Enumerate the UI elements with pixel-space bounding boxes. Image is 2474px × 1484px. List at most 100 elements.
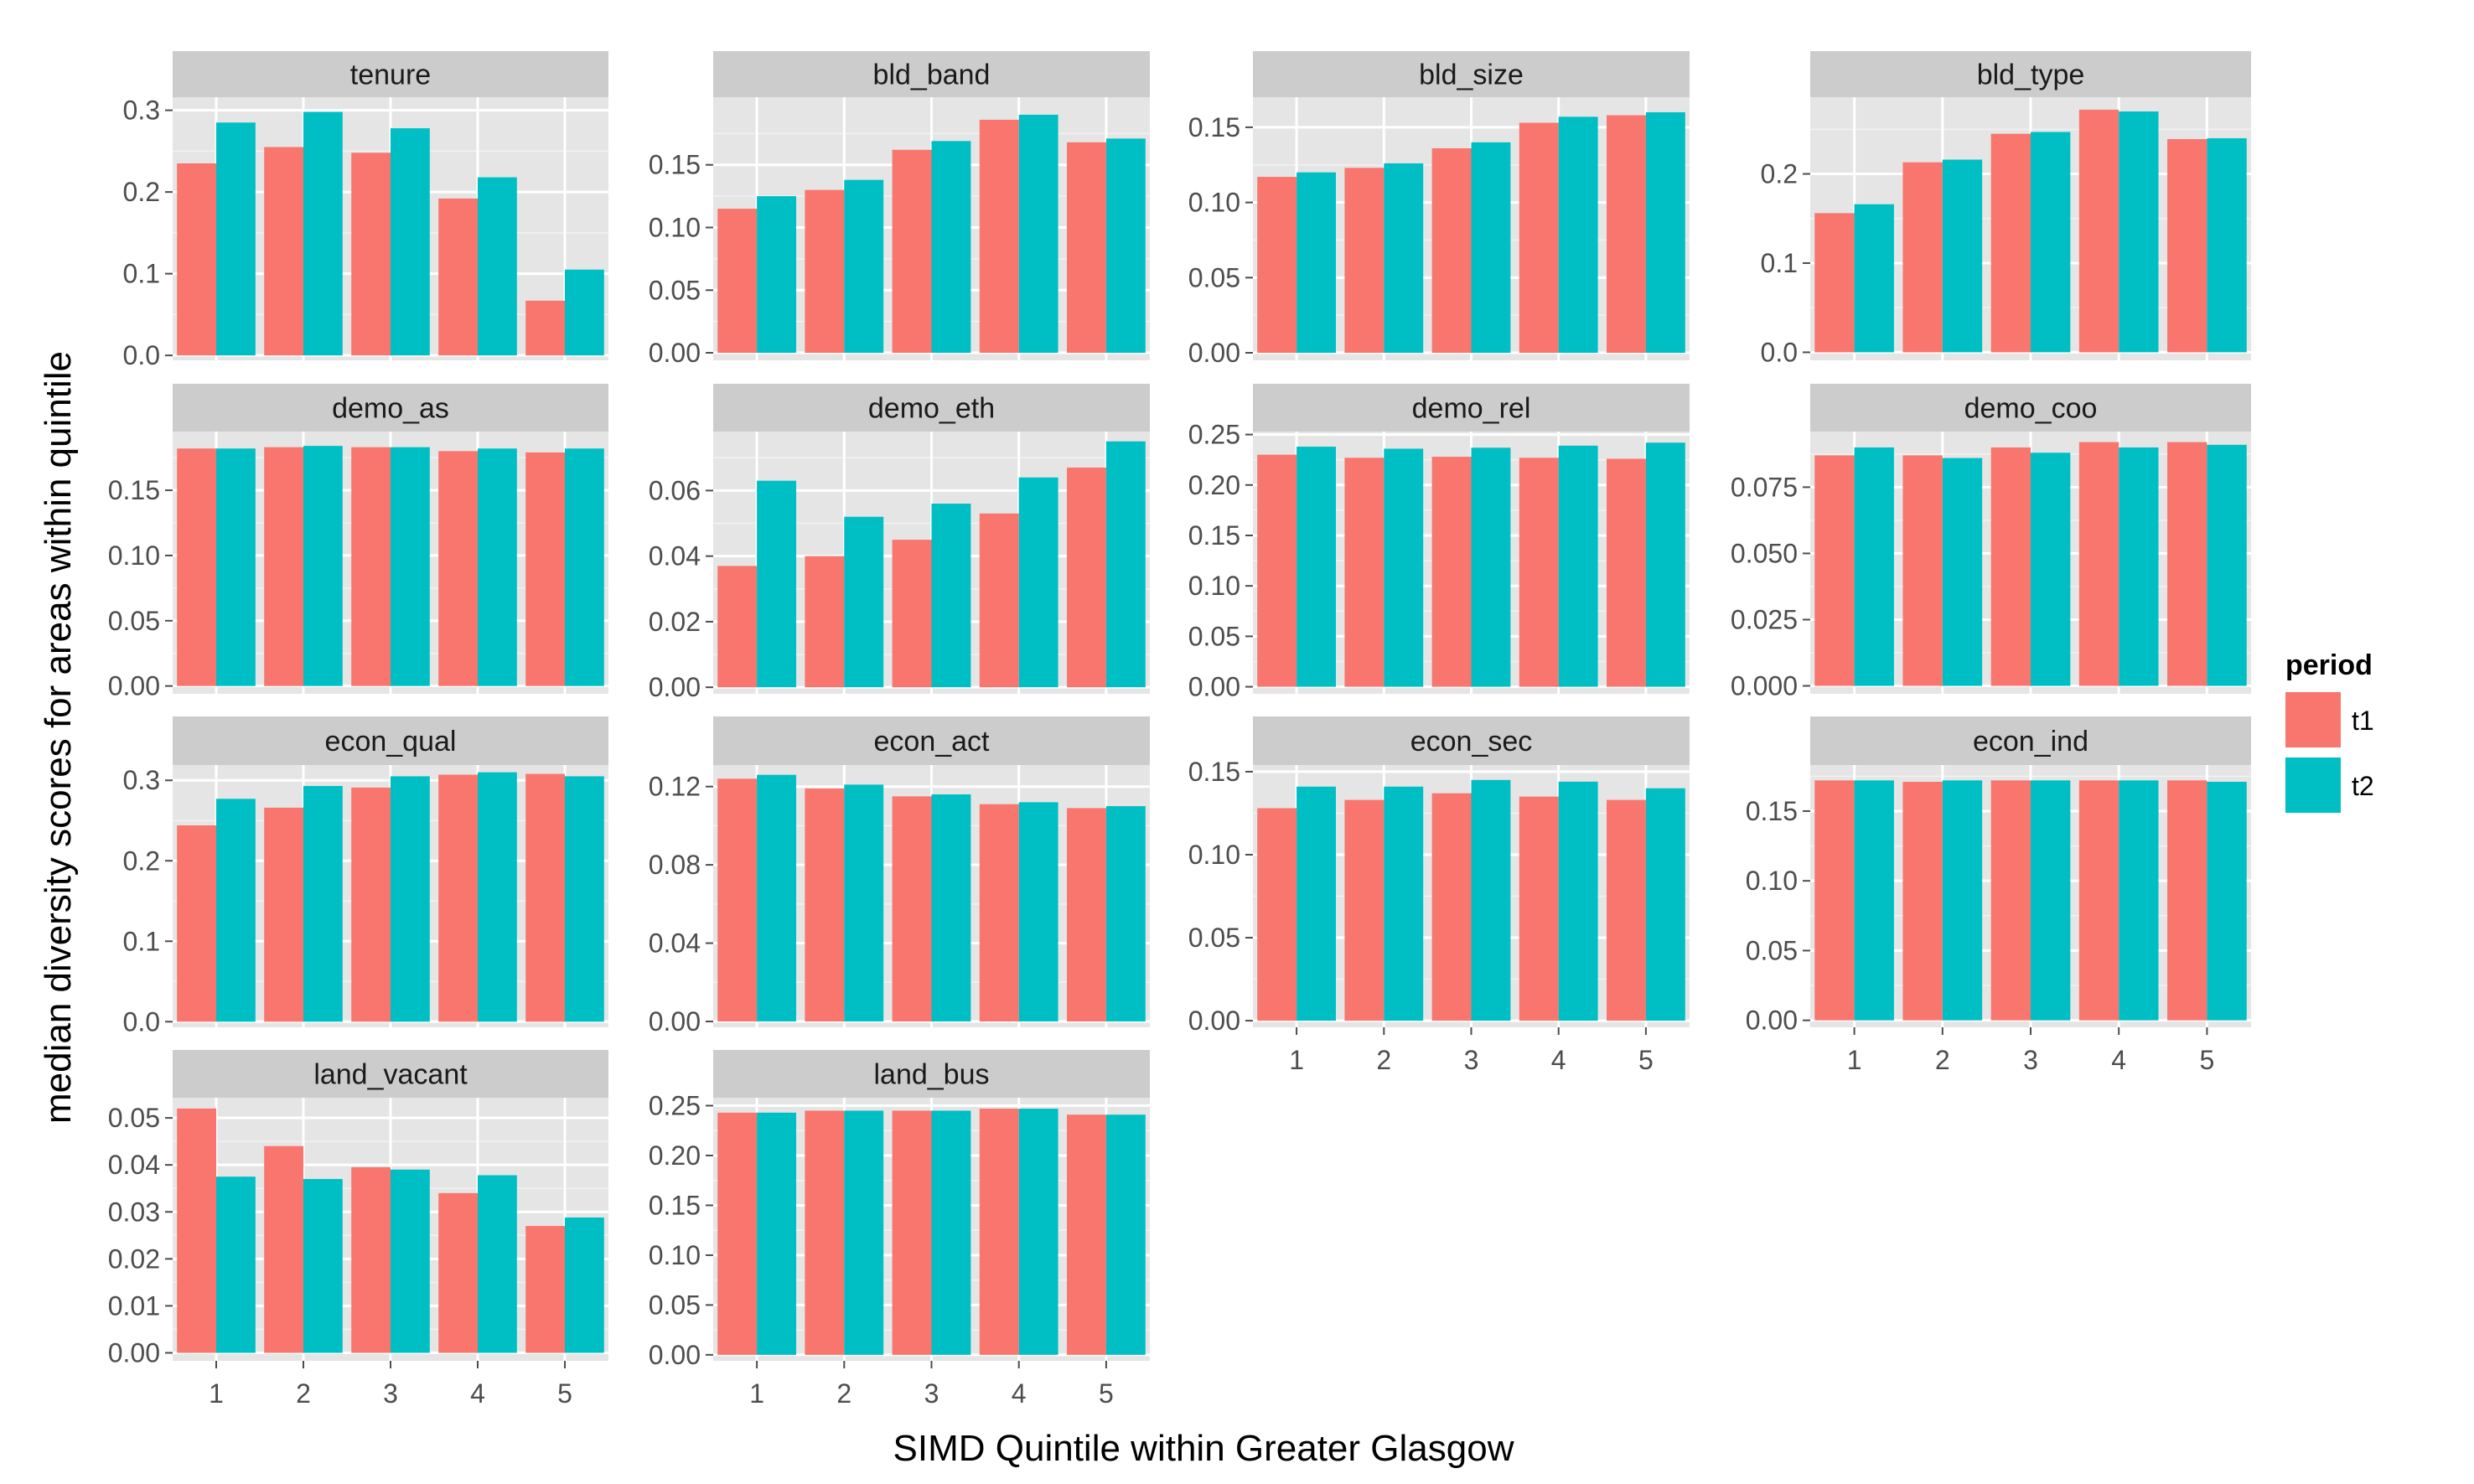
bar-t1-q1 [1257,808,1297,1021]
bar-t1-q3 [892,540,932,688]
bar-t1-q5 [2167,139,2207,353]
y-tick-label: 0.04 [649,928,701,959]
bar-t2-q1 [757,480,796,688]
legend-label-t1: t1 [2352,706,2374,736]
bar-t2-q5 [1645,111,1685,354]
bar-t2-q4 [478,448,517,686]
y-tick-label: 0.15 [1188,757,1240,787]
bar-t2-q3 [931,141,971,354]
y-tick-label: 0.075 [1731,472,1798,502]
bar-t1-q4 [1519,458,1559,687]
facet-panel-tenure: tenure 0.0 0.1 0.2 0.3 [123,51,608,370]
bar-t2-q3 [1471,447,1511,687]
bar-t1-q2 [264,1145,303,1353]
bar-t1-q2 [1902,162,1943,353]
bar-t1-q1 [1257,177,1297,354]
bar-t2-q3 [931,1110,971,1355]
bar-t2-q2 [1942,458,1983,686]
facet-strip-label: econ_ind [1973,726,2088,758]
y-tick-label: 0.03 [108,1197,160,1227]
x-tick-label: 4 [1551,1045,1566,1075]
y-tick-label: 0.15 [1188,112,1240,142]
y-tick-label: 0.2 [123,845,160,876]
bar-t1-q1 [717,778,758,1021]
y-tick-label: 0.01 [108,1290,160,1321]
bar-t1-q1 [717,1112,758,1355]
x-tick-label: 5 [1638,1045,1654,1075]
x-tick-label: 1 [1289,1045,1304,1075]
bar-t2-q2 [1384,786,1424,1021]
facet-panels: tenure0.00.10.20.3bld_band0.000.050.100.… [108,51,2251,1409]
bar-t1-q5 [1607,799,1646,1021]
bar-t2-q4 [1018,802,1058,1021]
bar-t1-q4 [979,513,1019,688]
bar-t2-q5 [1105,806,1146,1021]
bar-t2-q4 [1018,114,1058,354]
bar-t2-q2 [303,111,343,356]
x-tick-label: 1 [749,1378,764,1409]
bar-t1-q1 [1257,454,1297,687]
legend-key-t2 [2285,758,2341,813]
bar-t1-q2 [805,1110,845,1355]
bar-t2-q4 [1558,116,1598,354]
y-tick-label: 0.2 [1761,159,1798,189]
bar-t2-q1 [216,1176,256,1353]
facet-strip [713,1050,1150,1098]
y-tick-label: 0.05 [108,606,160,636]
x-tick-label: 4 [470,1378,485,1409]
bar-t1-q1 [1814,455,1855,686]
facet-strip-label: econ_qual [325,726,457,758]
facet-strip-label: tenure [350,59,431,91]
bar-t1-q5 [1067,808,1106,1021]
y-tick-label: 0.12 [649,772,701,802]
x-tick-label: 1 [209,1378,224,1409]
y-tick-label: 0.08 [649,850,701,880]
bar-t2-q1 [757,774,796,1021]
facet-strip-label: land_bus [873,1059,989,1091]
facet-strip-label: demo_rel [1412,393,1531,425]
x-tick-label: 1 [1847,1045,1862,1075]
x-tick-label: 2 [836,1378,851,1409]
bar-t2-q3 [2031,132,2071,353]
facet-panel-demo_rel: demo_rel 0.00 0.05 0.10 0.15 0.20 0.25 [1188,384,1690,702]
bar-t1-q3 [1990,133,2031,353]
bar-t2-q3 [931,504,971,688]
facet-panel-bld_size: bld_size 0.00 0.05 0.10 0.15 [1188,51,1690,368]
bar-t2-q4 [1018,1109,1058,1355]
y-tick-label: 0.00 [108,1337,160,1368]
facet-panel-econ_act: econ_act 0.00 0.04 0.08 0.12 [649,716,1150,1037]
bar-t1-q5 [1607,115,1646,354]
facet-strip [713,716,1150,765]
facet-panel-econ_qual: econ_qual 0.0 0.1 0.2 0.3 [123,716,608,1037]
bar-t2-q5 [1105,138,1146,354]
bar-t1-q4 [979,804,1019,1021]
y-tick-label: 0.10 [649,1240,701,1270]
y-tick-label: 0.20 [1188,470,1240,500]
bar-t1-q1 [177,825,216,1022]
bar-t2-q3 [391,128,430,356]
bar-t1-q3 [351,787,391,1022]
bar-t2-q3 [391,447,430,686]
bar-t1-q3 [1990,447,2031,686]
bar-t2-q1 [1297,172,1336,354]
y-tick-label: 0.02 [108,1244,160,1274]
bar-t2-q3 [2031,780,2071,1021]
bar-t1-q4 [1519,122,1559,354]
y-tick-label: 0.05 [649,275,701,305]
legend-key-t1 [2285,692,2341,747]
facet-panel-demo_as: demo_as 0.00 0.05 0.10 0.15 [108,384,608,701]
bar-t2-q3 [391,1169,430,1353]
y-tick-label: 0.04 [108,1150,160,1180]
bar-t1-q4 [2078,109,2119,353]
bar-t2-q5 [1645,442,1685,687]
bar-t2-q4 [478,1175,517,1353]
bar-t2-q1 [757,1112,796,1355]
legend-label-t2: t2 [2352,771,2374,801]
bar-t2-q1 [216,799,256,1022]
bar-t1-q4 [2078,780,2119,1021]
bar-t1-q2 [264,447,303,686]
bar-t2-q3 [2031,452,2071,686]
y-tick-label: 0.15 [1746,796,1798,826]
bar-t2-q1 [216,448,256,686]
bar-t2-q5 [2207,444,2247,686]
